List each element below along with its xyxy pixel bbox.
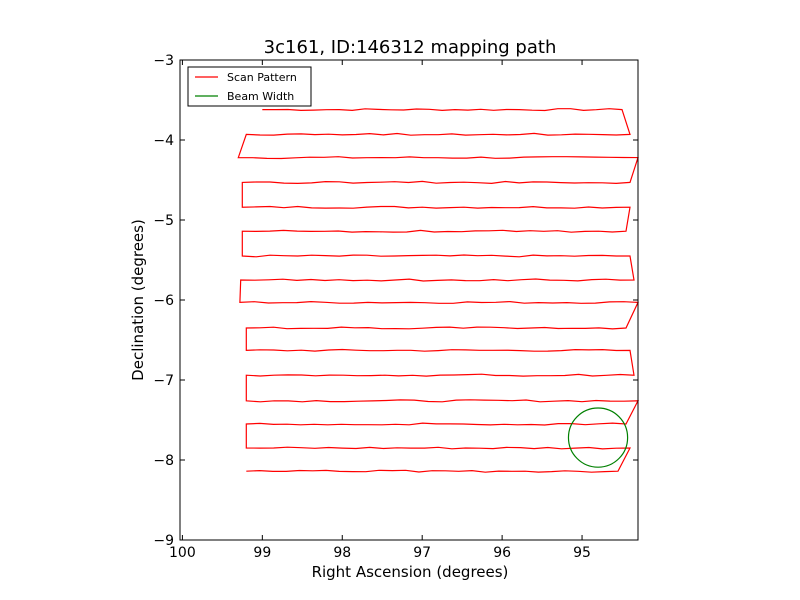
x-tick-label: 95	[573, 545, 591, 561]
y-tick-label: −5	[153, 213, 174, 229]
y-tick-label: −9	[153, 533, 174, 549]
scan-pattern-series	[237, 108, 640, 473]
scan-pattern-line	[237, 108, 640, 473]
y-tick-label: −3	[153, 53, 174, 69]
legend-scan-pattern-label: Scan Pattern	[227, 71, 297, 84]
plot-area	[180, 60, 638, 540]
y-axis: −3 −4 −5 −6 −7 −8 −9	[153, 53, 638, 549]
x-tick-label: 100	[169, 545, 196, 561]
x-axis-title: Right Ascension (degrees)	[312, 563, 509, 581]
y-tick-label: −7	[153, 373, 174, 389]
x-tick-label: 98	[333, 545, 351, 561]
beam-width-series	[567, 407, 629, 468]
y-tick-label: −4	[153, 133, 174, 149]
y-tick-label: −8	[153, 453, 174, 469]
x-tick-label: 99	[253, 545, 271, 561]
y-axis-title: Declination (degrees)	[129, 219, 147, 381]
legend: Scan Pattern Beam Width	[187, 66, 312, 107]
beam-width-circle	[567, 407, 629, 468]
y-tick-label: −6	[153, 293, 174, 309]
legend-box	[187, 66, 312, 107]
x-axis: 100 99 98 97 96 95	[169, 60, 591, 561]
x-tick-label: 96	[493, 545, 511, 561]
x-tick-label: 97	[413, 545, 431, 561]
legend-beam-width-label: Beam Width	[227, 90, 294, 103]
chart-title: 3c161, ID:146312 mapping path	[264, 37, 557, 58]
